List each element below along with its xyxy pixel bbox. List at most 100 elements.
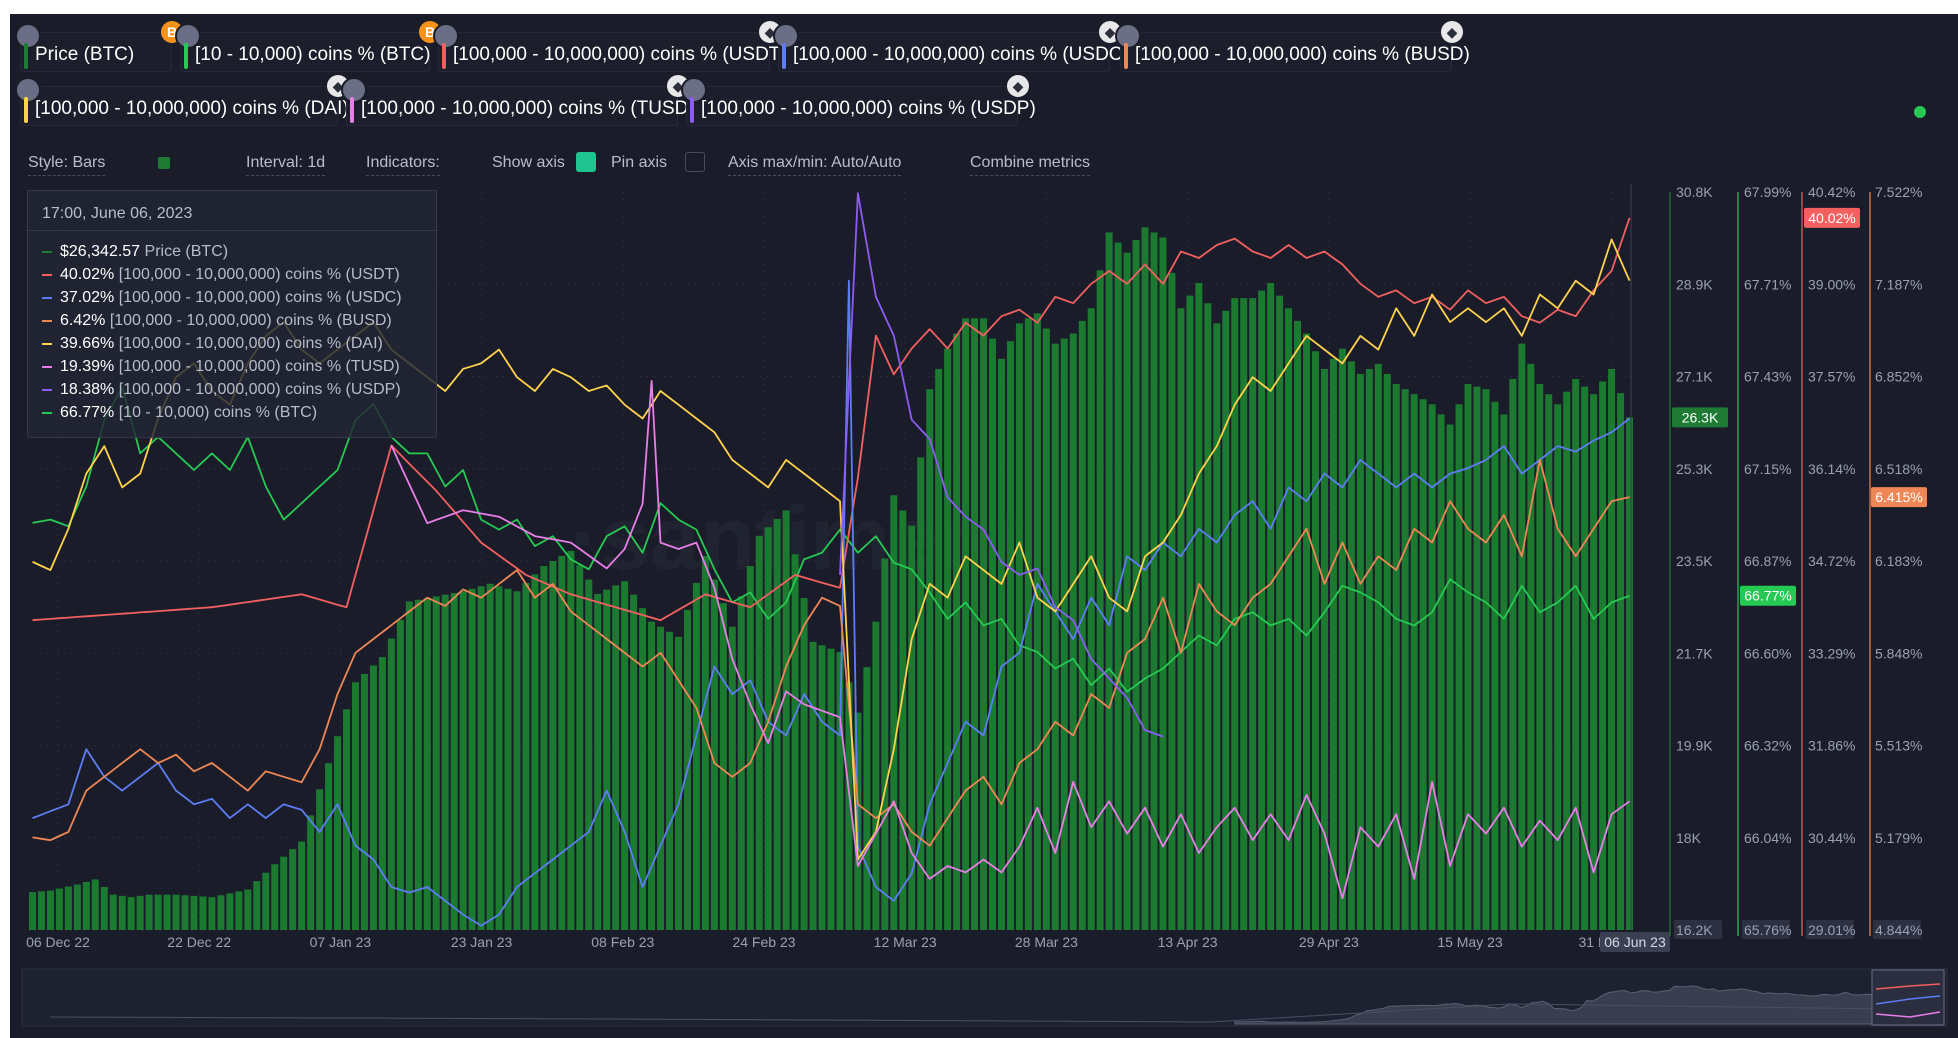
price-bar (800, 598, 808, 930)
price-bar (325, 763, 333, 930)
legend-chip-6[interactable]: [100,000 - 10,000,000) coins % (DAI) ◆ (15, 75, 349, 126)
price-bar (719, 603, 727, 930)
tooltip-date: 17:00, June 06, 2023 (42, 205, 193, 222)
x-tick-label: 12 Mar 23 (874, 934, 937, 950)
y-tick-label: 19.9K (1676, 738, 1713, 754)
price-bar (1518, 343, 1526, 931)
y-tick-label: 6.183% (1875, 553, 1922, 569)
y-tick-label: 65.76% (1744, 922, 1791, 938)
price-bar (1240, 298, 1248, 930)
pin-axis-checkbox[interactable] (685, 152, 705, 172)
indicators-selector[interactable]: Indicators: (366, 154, 440, 176)
drag-handle-icon[interactable] (15, 23, 41, 49)
price-bar (1249, 298, 1257, 930)
style-selector[interactable]: Style: Bars (28, 154, 106, 176)
y-axis-100-000-10-000-000-coins-usdt: 40.42% 39.00% 37.57% 36.14% 34.72% 33.29% 31.8… (1801, 184, 1860, 939)
hover-tooltip: 17:00, June 06, 2023 $26,342.57 Price (B… (27, 190, 437, 438)
price-bar (1141, 227, 1149, 931)
price-bar (1042, 328, 1050, 930)
price-bar (953, 333, 961, 930)
price-bar (1258, 290, 1266, 930)
price-bar (926, 389, 934, 931)
y-tick-label: 25.3K (1676, 461, 1713, 477)
y-tick-label: 5.513% (1875, 738, 1922, 754)
y-tick-label: 67.15% (1744, 461, 1791, 477)
price-bar (486, 583, 494, 930)
legend-chip-1[interactable]: Price (BTC) B (15, 21, 183, 72)
drag-handle-icon[interactable] (341, 77, 367, 103)
price-bar (818, 645, 826, 930)
price-bar (136, 895, 144, 930)
price-bar (91, 879, 99, 930)
price-bar (674, 636, 682, 930)
price-bar (495, 586, 503, 930)
price-bar (450, 593, 458, 930)
price-bar (1536, 384, 1544, 931)
tooltip-label: [100,000 - 10,000,000) coins % (USDP) (118, 381, 401, 398)
y-tick-label: 66.32% (1744, 738, 1791, 754)
drag-handle-icon[interactable] (681, 77, 707, 103)
price-bar (226, 893, 234, 930)
price-bar (962, 318, 970, 930)
tooltip-swatch (42, 296, 52, 299)
drag-handle-icon[interactable] (433, 23, 459, 49)
axis-minmax-selector[interactable]: Axis max/min: Auto/Auto (728, 154, 902, 176)
price-bar (782, 510, 790, 930)
price-bar (1060, 338, 1068, 930)
price-bar (1087, 308, 1095, 931)
legend-chip-8[interactable]: [100,000 - 10,000,000) coins % (USDP) ◆ (681, 75, 1036, 126)
drag-handle-icon[interactable] (1115, 23, 1141, 49)
price-bar (154, 894, 162, 930)
price-bar (1437, 414, 1445, 930)
price-bar (343, 709, 350, 930)
current-value-label: 6.415% (1875, 489, 1922, 505)
price-bar (1312, 351, 1319, 930)
tooltip-value: 40.02% (60, 266, 119, 283)
line-10-10-000-coins-btc (32, 386, 1630, 693)
tooltip-label: [100,000 - 10,000,000) coins % (TUSD) (118, 358, 400, 375)
x-tick-label: 22 Dec 22 (167, 934, 231, 950)
price-bar (46, 890, 54, 930)
price-bar (1267, 282, 1275, 930)
ethereum-icon: ◆ (1007, 75, 1029, 97)
price-bar (1500, 414, 1508, 930)
legend-chip-5[interactable]: [100,000 - 10,000,000) coins % (BUSD) ◆ (1115, 21, 1470, 72)
style-color-swatch[interactable] (158, 157, 170, 169)
price-bar (387, 638, 395, 930)
x-tick-label: 07 Jan 23 (310, 934, 372, 950)
y-tick-label: 7.522% (1875, 184, 1922, 200)
price-bar (764, 527, 772, 930)
y-tick-label: 5.848% (1875, 645, 1922, 661)
drag-handle-icon[interactable] (15, 77, 41, 103)
navigator-window-line (1875, 995, 1941, 1005)
line-100-000-10-000-000-coins-tusd (390, 380, 1631, 900)
price-bar (594, 593, 602, 930)
tooltip-label: [10 - 10,000) coins % (BTC) (118, 404, 318, 421)
price-bar (621, 581, 629, 930)
legend-chip-3[interactable]: [100,000 - 10,000,000) coins % (USDT) ◆ (433, 21, 787, 72)
legend-chip-label: [100,000 - 10,000,000) coins % (DAI) (35, 98, 349, 119)
tooltip-row: 18.38% [100,000 - 10,000,000) coins % (U… (42, 381, 401, 401)
legend-chip-4[interactable]: [100,000 - 10,000,000) coins % (USDC) ◆ (773, 21, 1129, 72)
price-bar (701, 555, 709, 930)
y-tick-label: 21.7K (1676, 645, 1713, 661)
drag-handle-icon[interactable] (175, 23, 201, 49)
combine-metrics-button[interactable]: Combine metrics (970, 154, 1091, 176)
interval-selector[interactable]: Interval: 1d (246, 154, 326, 176)
tooltip-swatch (42, 342, 52, 345)
tooltip-swatch (42, 273, 52, 276)
x-tick-label: 13 Apr 23 (1158, 934, 1218, 950)
drag-handle-icon[interactable] (773, 23, 799, 49)
price-bar (1617, 393, 1625, 931)
price-bar (1294, 320, 1302, 931)
price-bar (1482, 389, 1490, 931)
show-axis-checkbox[interactable] (576, 152, 596, 172)
price-bar (253, 881, 261, 930)
tooltip-label: [100,000 - 10,000,000) coins % (USDC) (118, 289, 402, 306)
hover-date-label: 06 Jun 23 (1604, 934, 1666, 950)
navigator-line-overview (49, 1003, 1891, 1023)
price-bar (657, 626, 665, 930)
price-bar (603, 589, 611, 930)
legend-chip-2[interactable]: [10 - 10,000) coins % (BTC) B (175, 21, 441, 72)
